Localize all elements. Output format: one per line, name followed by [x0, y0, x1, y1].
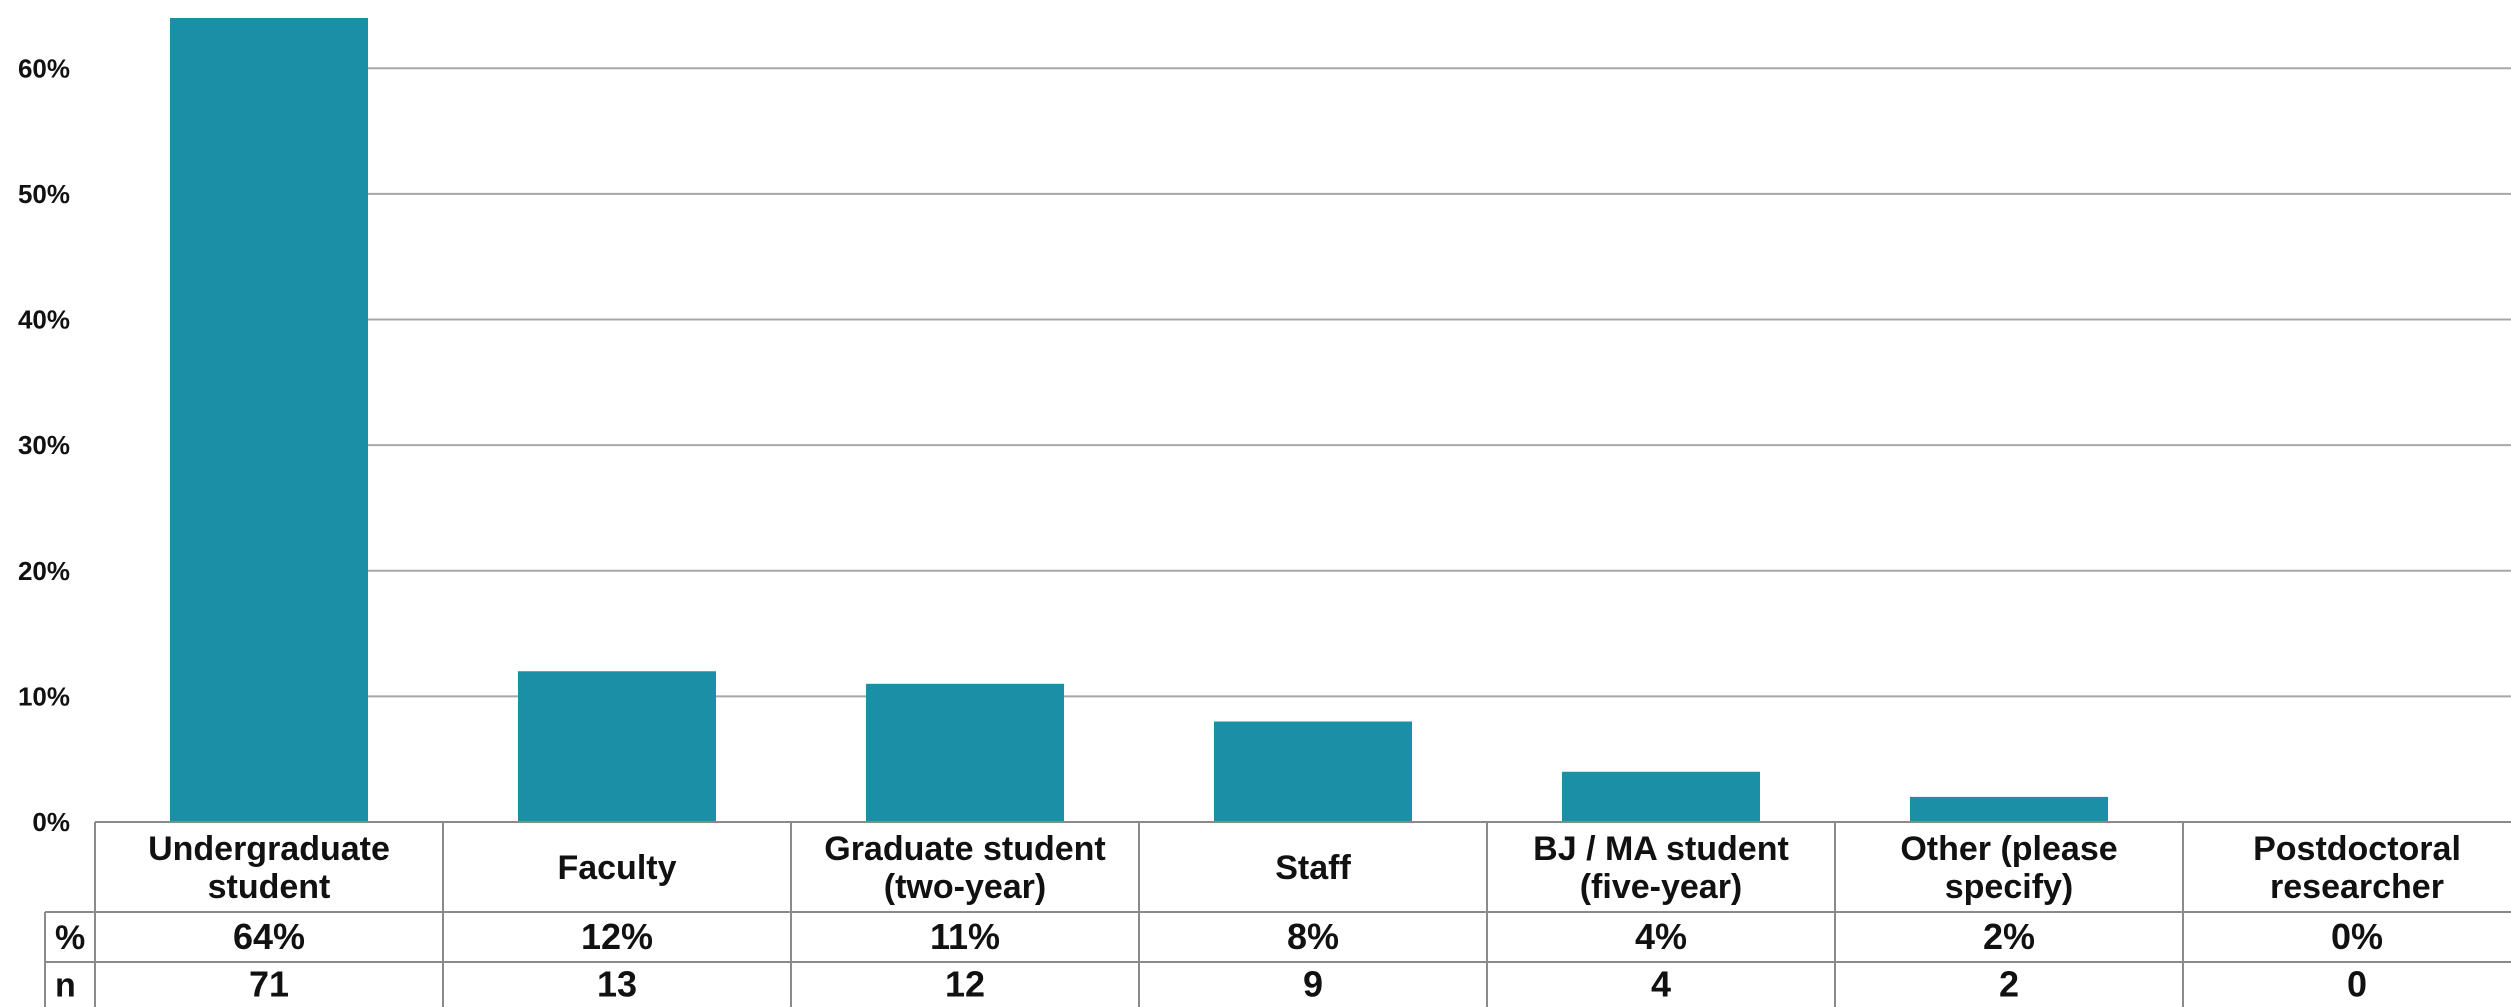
x-category-label: Other (please	[1900, 830, 2117, 868]
table-cell: 4	[1651, 964, 1671, 1005]
table-cell: 4%	[1635, 916, 1687, 957]
y-axis: 0% 10% 20% 30% 40% 50% 60%	[18, 53, 70, 837]
y-tick-label: 30%	[18, 430, 70, 460]
x-category-label: Graduate student	[824, 830, 1105, 868]
table-cell: 0%	[2331, 916, 2383, 957]
bar	[518, 671, 716, 822]
bar	[1214, 721, 1412, 822]
x-category-label: Faculty	[557, 849, 676, 887]
y-tick-label: 0%	[32, 807, 70, 837]
table-cell: 64%	[233, 916, 305, 957]
table-cell: 8%	[1287, 916, 1339, 957]
table-cell: 12%	[581, 916, 653, 957]
bar	[866, 683, 1064, 822]
y-tick-label: 10%	[18, 681, 70, 711]
gridlines	[368, 67, 2511, 698]
x-category-label: specify)	[1945, 868, 2074, 906]
x-category-label: (two-year)	[884, 868, 1046, 906]
x-category-label: (five-year)	[1580, 868, 1743, 906]
y-tick-label: 40%	[18, 305, 70, 335]
x-category-label: BJ / MA student	[1533, 830, 1789, 868]
table-cell: 0	[2347, 964, 2367, 1005]
table-cell: 12	[945, 964, 985, 1005]
table-cell: 11%	[930, 916, 1000, 957]
bar	[1910, 796, 2108, 822]
table-row-label: n	[55, 967, 76, 1005]
bar	[1562, 771, 1760, 822]
bar	[170, 18, 368, 822]
y-tick-label: 50%	[18, 179, 70, 209]
y-tick-label: 60%	[18, 53, 70, 83]
x-category-label: researcher	[2270, 868, 2444, 906]
bars	[170, 18, 2108, 822]
x-category-label: student	[208, 868, 331, 906]
table-cell: 2%	[1983, 916, 2035, 957]
x-category-label: Postdoctoral	[2253, 830, 2461, 868]
x-category-label: Undergraduate	[148, 830, 390, 868]
table-cell: 71	[249, 964, 289, 1005]
table-cell: 13	[597, 964, 637, 1005]
table-cell: 2	[1999, 964, 2019, 1005]
table-row-label: %	[55, 919, 85, 957]
x-category-label: Staff	[1275, 849, 1351, 887]
table-cell: 9	[1303, 964, 1323, 1005]
y-tick-label: 20%	[18, 556, 70, 586]
